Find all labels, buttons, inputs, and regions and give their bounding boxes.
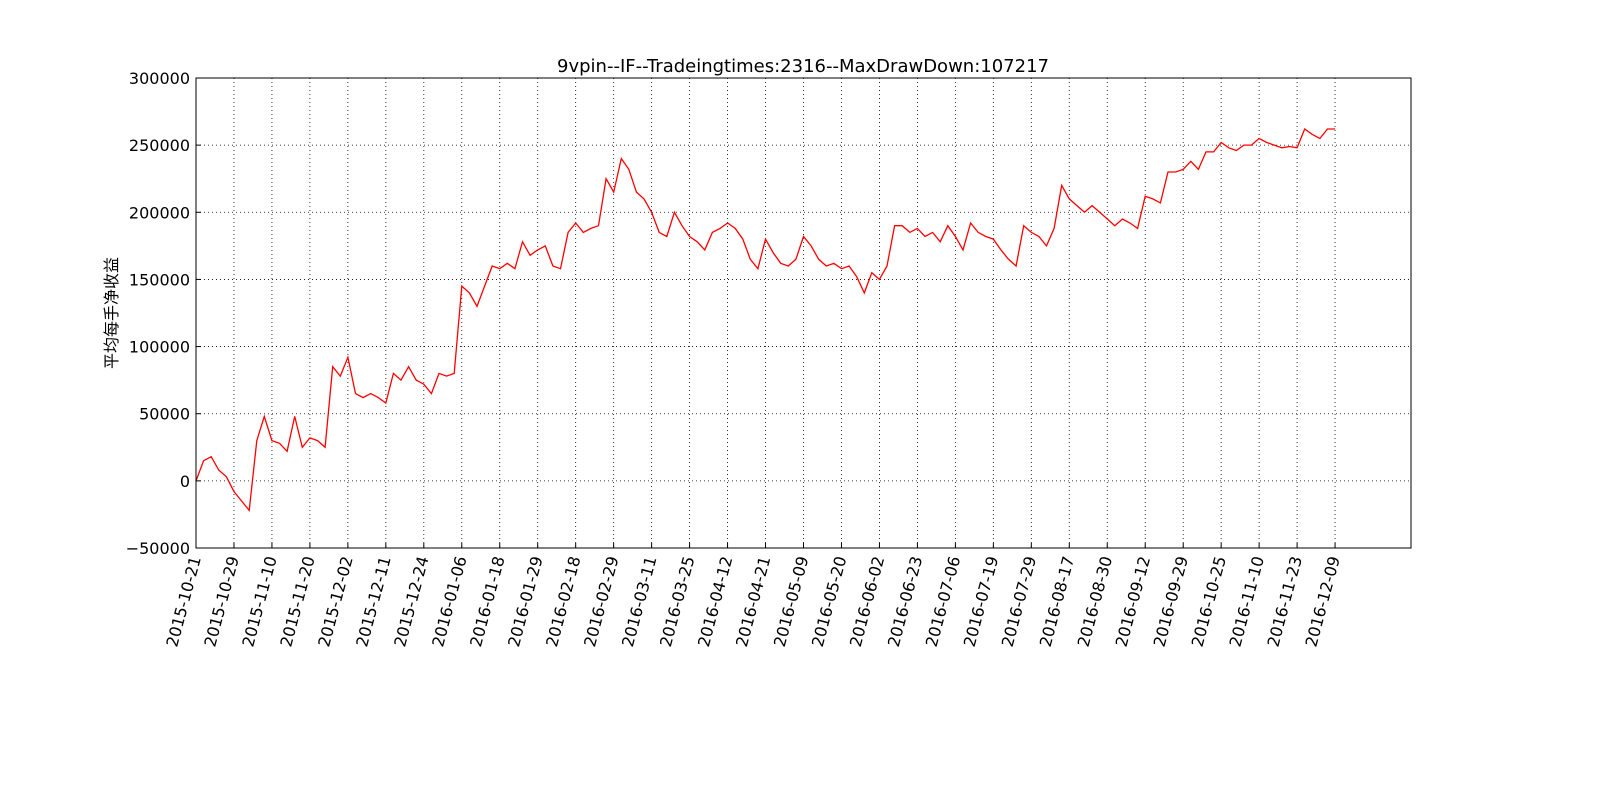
x-tick-label: 2016-07-19 bbox=[960, 554, 1002, 649]
x-tick-label: 2016-09-29 bbox=[1150, 554, 1192, 649]
chart-title: 9vpin--IF--Tradeingtimes:2316--MaxDrawDo… bbox=[557, 56, 1049, 77]
x-tick-label: 2015-11-20 bbox=[276, 554, 318, 649]
x-tick-label: 2016-07-29 bbox=[998, 554, 1040, 649]
data-line bbox=[195, 127, 1336, 513]
x-tick-label: 2016-05-20 bbox=[808, 554, 850, 649]
y-tick-label: 100000 bbox=[129, 338, 190, 357]
x-tick-label: 2015-12-02 bbox=[314, 554, 356, 649]
x-tick-label: 2015-10-21 bbox=[162, 554, 204, 649]
x-tick-label: 2015-12-11 bbox=[352, 554, 394, 649]
x-tick-label: 2015-12-24 bbox=[390, 554, 432, 649]
x-tick-label: 2016-08-17 bbox=[1036, 554, 1078, 649]
x-tick-label: 2016-07-06 bbox=[922, 554, 964, 649]
x-tick-label: 2016-02-29 bbox=[580, 554, 622, 649]
y-tick-label: 200000 bbox=[129, 203, 190, 222]
plot-frame bbox=[195, 77, 1412, 549]
x-tick-label: 2016-05-09 bbox=[770, 554, 812, 649]
x-tick-label: 2016-04-21 bbox=[732, 554, 774, 649]
x-tick-label: 2016-10-25 bbox=[1188, 554, 1230, 649]
x-tick-label: 2016-04-12 bbox=[694, 554, 736, 649]
y-tick-label: 250000 bbox=[129, 136, 190, 155]
x-tick-label: 2016-08-30 bbox=[1074, 554, 1116, 649]
x-tick-label: 2015-10-29 bbox=[200, 554, 242, 649]
x-tick-label: 2016-01-29 bbox=[504, 554, 546, 649]
x-tick-label: 2016-09-12 bbox=[1112, 554, 1154, 649]
y-tick-label: −50000 bbox=[126, 539, 190, 558]
x-tick-label: 2016-01-06 bbox=[428, 554, 470, 649]
x-tick-label: 2016-02-18 bbox=[542, 554, 584, 649]
x-tick-label: 2016-06-02 bbox=[846, 554, 888, 649]
x-tick-label: 2016-06-23 bbox=[884, 554, 926, 649]
x-tick-label: 2016-12-09 bbox=[1302, 554, 1344, 649]
y-axis-label: 平均每手净收益 bbox=[102, 257, 121, 369]
x-tick-label: 2016-03-11 bbox=[618, 554, 660, 649]
y-tick-label: 0 bbox=[180, 472, 190, 491]
x-tick-label: 2015-11-10 bbox=[238, 554, 280, 649]
x-tick-label: 2016-01-18 bbox=[466, 554, 508, 649]
x-tick-label: 2016-11-23 bbox=[1264, 554, 1306, 649]
y-tick-label: 300000 bbox=[129, 69, 190, 88]
y-tick-label: 50000 bbox=[139, 405, 190, 424]
x-tick-label: 2016-03-25 bbox=[656, 554, 698, 649]
y-tick-label: 150000 bbox=[129, 270, 190, 289]
x-tick-label: 2016-11-10 bbox=[1226, 554, 1268, 649]
